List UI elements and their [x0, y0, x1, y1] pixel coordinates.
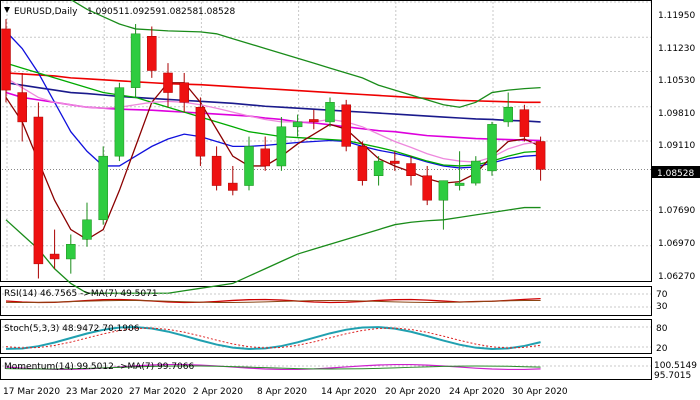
- rsi-line: [5, 298, 541, 304]
- price-label: 1.09110: [658, 141, 695, 151]
- candle-body: [438, 180, 449, 201]
- date-label: 14 Apr 2020: [321, 387, 377, 397]
- candle-body: [49, 253, 60, 260]
- candle-body: [309, 119, 319, 123]
- momentum-panel-frame: [0, 357, 652, 380]
- ohlc-open: 1.09051: [87, 7, 124, 17]
- rsi-level-70: 70: [656, 290, 668, 300]
- price-label: 1.10530: [658, 76, 695, 86]
- symbol-header: EURUSD,Daily 1.09051 1.09259 1.08258 1.0…: [4, 7, 235, 17]
- momentum-ma-line: [5, 365, 541, 370]
- candle-body: [535, 141, 546, 170]
- candle-body: [422, 175, 432, 201]
- moving-average-line: [5, 62, 541, 167]
- price-axis[interactable]: 1.11950 1.11230 1.10530 1.09810 1.09110 …: [652, 11, 700, 282]
- candle-body: [341, 104, 351, 147]
- current-price-label: 1.08528: [657, 169, 694, 179]
- rsi-ma-line: [5, 299, 541, 303]
- candle-body: [66, 244, 76, 260]
- momentum-level-low: 95.7015: [654, 371, 691, 381]
- stoch-label: Stoch(5,3,3) 48.9472 70.1906: [4, 324, 140, 334]
- stoch-d-line: [5, 327, 541, 349]
- candle-body: [211, 155, 222, 186]
- date-axis[interactable]: 17 Mar 2020 23 Mar 2020 27 Mar 2020 2 Ap…: [3, 387, 568, 397]
- moving-average-line: [5, 82, 541, 241]
- candle-body: [228, 182, 238, 191]
- rsi-panel-frame: [0, 286, 652, 316]
- ohlc-low: 1.08258: [161, 7, 198, 17]
- candle-body: [147, 36, 157, 71]
- candle-body: [357, 146, 368, 181]
- candle-body: [325, 102, 335, 123]
- candle-body: [130, 33, 141, 88]
- candle-body: [195, 106, 206, 157]
- candle-body: [163, 72, 173, 93]
- candle-body: [487, 124, 497, 172]
- date-label: 17 Mar 2020: [3, 387, 60, 397]
- price-label: 1.11230: [658, 44, 695, 54]
- candle-body: [471, 160, 481, 184]
- momentum-level-high: 100.5149: [654, 361, 697, 371]
- candle-body: [519, 109, 530, 137]
- ohlc-high: 1.09259: [124, 7, 161, 17]
- date-label: 27 Mar 2020: [129, 387, 186, 397]
- moving-average-line: [5, 77, 541, 163]
- candle-body: [406, 163, 416, 176]
- candle-body: [260, 148, 270, 167]
- date-label: 23 Mar 2020: [66, 387, 123, 397]
- current-price-badge: [652, 166, 700, 178]
- candle-body: [1, 28, 11, 91]
- stoch-level-80: 80: [656, 324, 668, 334]
- candle-body: [114, 87, 125, 157]
- moving-average-line: [5, 72, 541, 104]
- momentum-label: Momentum(14) 99.5012 ->MA(7) 99.7066: [4, 362, 195, 372]
- price-label: 1.11950: [658, 11, 695, 21]
- date-label: 20 Apr 2020: [385, 387, 441, 397]
- candle-body: [292, 121, 303, 128]
- date-label: 8 Apr 2020: [257, 387, 307, 397]
- moving-average-line: [5, 30, 541, 169]
- candle-body: [276, 126, 287, 167]
- ohlc-close: 1.08528: [198, 7, 235, 17]
- moving-average-line: [70, 0, 541, 108]
- price-label: 1.06270: [658, 272, 695, 282]
- candle-body: [98, 155, 108, 221]
- date-label: 30 Apr 2020: [512, 387, 568, 397]
- stoch-k-line: [5, 326, 541, 350]
- moving-average-line: [5, 206, 541, 294]
- price-label: 1.07690: [658, 206, 695, 216]
- moving-average-line: [5, 81, 541, 123]
- candle-body: [244, 146, 254, 186]
- candle-body: [179, 82, 189, 103]
- candle-body: [373, 160, 384, 176]
- price-label: 1.06970: [658, 239, 695, 249]
- price-label: 1.09810: [658, 109, 695, 119]
- date-label: 24 Apr 2020: [449, 387, 505, 397]
- candle-body: [82, 219, 92, 240]
- rsi-label: RSI(14) 46.7565 ->MA(7) 49.5071: [4, 289, 158, 299]
- symbol-timeframe-label: EURUSD,Daily: [14, 7, 78, 17]
- candle-body: [33, 116, 44, 265]
- date-label: 2 Apr 2020: [193, 387, 243, 397]
- candle-body: [454, 182, 465, 186]
- collapse-triangle-icon[interactable]: [4, 7, 10, 13]
- main-panel-frame: [0, 0, 652, 282]
- stoch-panel-frame: [0, 319, 652, 354]
- stoch-level-20: 20: [656, 344, 668, 354]
- rsi-level-30: 30: [656, 302, 668, 312]
- candle-body: [390, 160, 400, 164]
- candle-body: [503, 106, 513, 123]
- candle-body: [17, 92, 27, 123]
